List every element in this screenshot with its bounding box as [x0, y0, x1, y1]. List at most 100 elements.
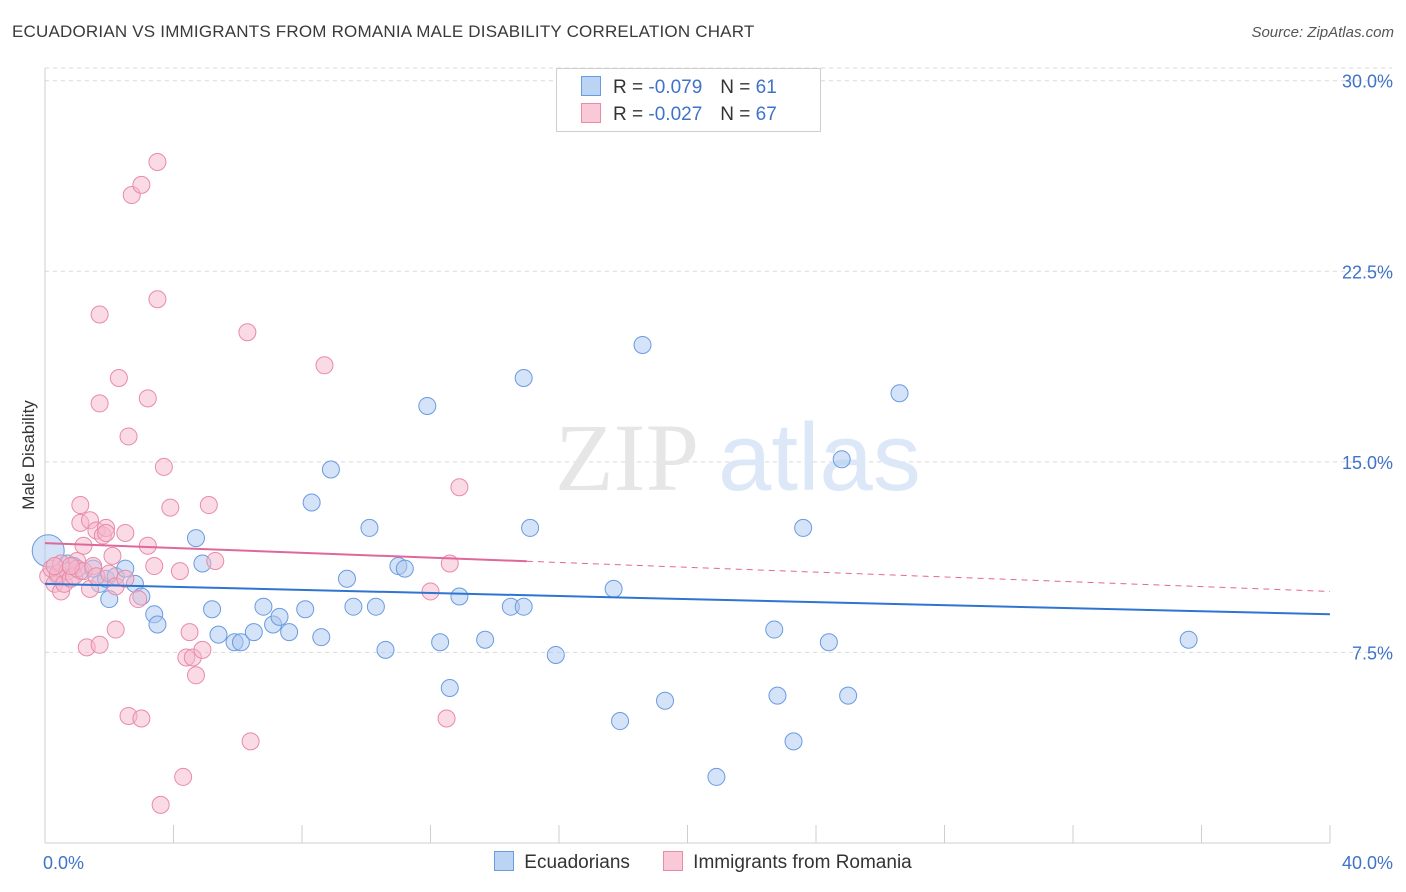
romania-point — [206, 551, 225, 570]
x-tick-label-max: 40.0% — [1342, 853, 1393, 873]
ecuadorian-point — [148, 615, 167, 634]
romania-point — [109, 369, 128, 387]
legend-r-label: R = — [613, 77, 644, 98]
romania-point — [97, 524, 116, 542]
ecuadorian-point — [344, 597, 363, 616]
romania-point — [138, 389, 157, 408]
romania-point — [174, 767, 193, 786]
ecuadorian-point — [476, 630, 495, 649]
gridlines — [45, 67, 1392, 653]
ecuadorian-point — [231, 633, 250, 652]
ecuadorian-point — [366, 597, 385, 616]
romania-point — [138, 536, 157, 555]
ecuadorian-point — [604, 579, 623, 598]
romania-point — [103, 546, 122, 565]
legend-row-ecuadorians: R = -0.079 N = 61 — [581, 76, 777, 100]
ecuadorian-point — [186, 529, 205, 548]
legend-r-value: -0.079 — [648, 77, 703, 98]
ecuadorian-point — [440, 679, 459, 697]
watermark-zip: ZIP — [555, 404, 699, 511]
legend-swatch-blue — [581, 76, 601, 96]
romania-point — [193, 640, 212, 659]
legend-swatch-blue — [494, 851, 515, 871]
legend-label-romania: Immigrants from Romania — [693, 852, 912, 873]
romania-point — [132, 709, 151, 728]
legend-r-value: -0.027 — [648, 104, 703, 125]
romania-point — [154, 457, 173, 476]
ecuadorian-point — [312, 628, 331, 647]
ecuadorian-point — [302, 493, 321, 512]
ecuadorian-point — [296, 600, 315, 619]
ecuadorian-point — [360, 518, 379, 537]
ecuadorian-point — [321, 460, 340, 479]
ecuadorian-point — [450, 587, 469, 606]
romania-point — [90, 394, 109, 413]
y-tick-label: 22.5% — [1342, 262, 1393, 282]
ecuadorian-point — [839, 686, 858, 705]
ecuadorian-point — [1179, 630, 1198, 649]
legend-item-ecuadorians[interactable]: Ecuadorians — [494, 851, 630, 874]
ecuadorian-point — [395, 559, 414, 578]
ecuadorian-point — [707, 767, 726, 786]
romania-point — [71, 496, 90, 515]
romania-point — [129, 590, 148, 609]
legend-n-label: N = — [720, 77, 751, 98]
romania-point — [61, 557, 80, 576]
watermark: ZIP atlas — [555, 404, 921, 511]
ecuadorian-point — [203, 600, 222, 619]
romania-point — [148, 153, 167, 172]
romania-point — [119, 427, 138, 446]
romania-points — [39, 153, 469, 814]
ecuadorian-point — [418, 396, 437, 415]
ecuadorian-point — [832, 450, 851, 469]
watermark-atlas: atlas — [718, 404, 921, 511]
ecuadorian-point — [633, 335, 652, 354]
romania-point — [450, 478, 469, 497]
trend-lines — [44, 542, 1331, 616]
x-tick-labels: 0.0% 40.0% — [43, 853, 1393, 873]
ecuadorian-point — [514, 597, 533, 616]
romania-point — [238, 323, 257, 342]
legend-item-romania[interactable]: Immigrants from Romania — [663, 851, 912, 874]
series-legend: Ecuadorians Immigrants from Romania — [0, 851, 1406, 874]
romania-point — [145, 557, 164, 576]
ecuadorian-point — [209, 625, 228, 644]
legend-row-romania: R = -0.027 N = 67 — [581, 103, 777, 127]
y-tick-label: 15.0% — [1342, 453, 1393, 473]
ecuadorian-point — [611, 712, 630, 731]
legend-label-ecuadorians: Ecuadorians — [524, 852, 630, 873]
ecuadorian-point — [765, 620, 784, 639]
romania-point — [90, 635, 109, 654]
ecuadorian-point — [794, 518, 813, 537]
ecuadorian-point — [244, 623, 263, 642]
legend-n-value: 67 — [755, 104, 777, 125]
ecuadorian-point — [656, 691, 675, 710]
ecuadorian-point — [431, 633, 450, 652]
y-tick-label: 7.5% — [1352, 643, 1393, 663]
ecuadorian-point — [546, 645, 565, 664]
ecuadorian-point — [514, 369, 533, 387]
romania-point — [90, 305, 109, 324]
romania-point — [199, 496, 218, 515]
romania-point — [421, 582, 440, 601]
romania-point — [106, 620, 125, 639]
ecuadorian-point — [376, 640, 395, 659]
ecuadorian-point — [819, 633, 838, 652]
x-tick-label-min: 0.0% — [43, 853, 84, 873]
romania-trend-line-extension — [526, 560, 1331, 592]
ecuadorian-point — [280, 623, 299, 642]
legend-swatch-pink — [581, 103, 601, 123]
ecuadorian-point — [337, 569, 356, 588]
romania-point — [170, 562, 189, 581]
ecuadorian-point — [254, 597, 273, 616]
romania-point — [315, 356, 334, 375]
source-label: Source: ZipAtlas.com — [1251, 24, 1394, 41]
romania-point — [437, 709, 456, 728]
y-tick-labels: 7.5% 15.0% 22.5% 30.0% — [1342, 72, 1393, 664]
ecuadorian-point — [521, 518, 540, 537]
romania-point — [186, 666, 205, 685]
y-axis-title: Male Disability — [19, 400, 38, 510]
romania-trend-line — [44, 542, 527, 563]
ecuadorian-point — [890, 384, 909, 403]
